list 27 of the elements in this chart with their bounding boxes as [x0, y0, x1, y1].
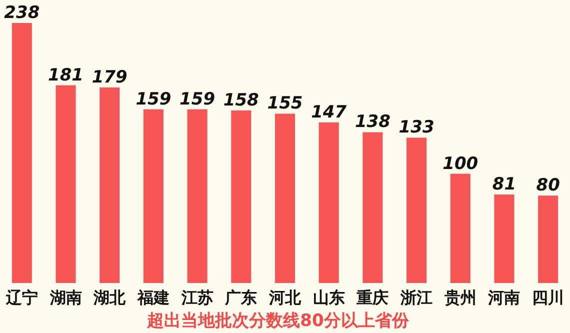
data-label: 181 — [48, 65, 84, 86]
data-label: 133 — [398, 118, 434, 138]
x-tick-label: 辽宁 — [4, 288, 38, 307]
x-tick-label: 河北 — [268, 288, 302, 307]
x-tick-label: 贵州 — [443, 288, 476, 307]
data-label: 158 — [223, 90, 260, 110]
x-tick-label: 湖南 — [48, 288, 82, 307]
data-label: 159 — [180, 89, 216, 110]
x-tick-label: 福建 — [136, 288, 170, 307]
x-tick-label: 山东 — [312, 288, 345, 307]
x-tick-label: 河南 — [487, 288, 520, 307]
data-label: 155 — [267, 94, 303, 114]
x-tick-label: 四川 — [532, 288, 564, 307]
x-tick-label: 浙江 — [400, 288, 433, 307]
data-label: 179 — [92, 67, 128, 88]
x-tick-label: 广东 — [224, 288, 258, 307]
data-label: 100 — [442, 154, 478, 174]
data-label: 147 — [311, 102, 347, 122]
data-label: 138 — [354, 112, 391, 132]
data-label: 159 — [136, 89, 172, 110]
data-label: 80 — [536, 176, 560, 196]
data-label: 238 — [4, 3, 40, 23]
data-label: 81 — [492, 174, 516, 195]
x-tick-label: 重庆 — [356, 288, 389, 307]
x-tick-label: 湖北 — [92, 288, 127, 307]
x-tick-label: 江苏 — [180, 288, 214, 307]
text: 超出当地批次分数线80分以上省份 — [146, 311, 410, 331]
